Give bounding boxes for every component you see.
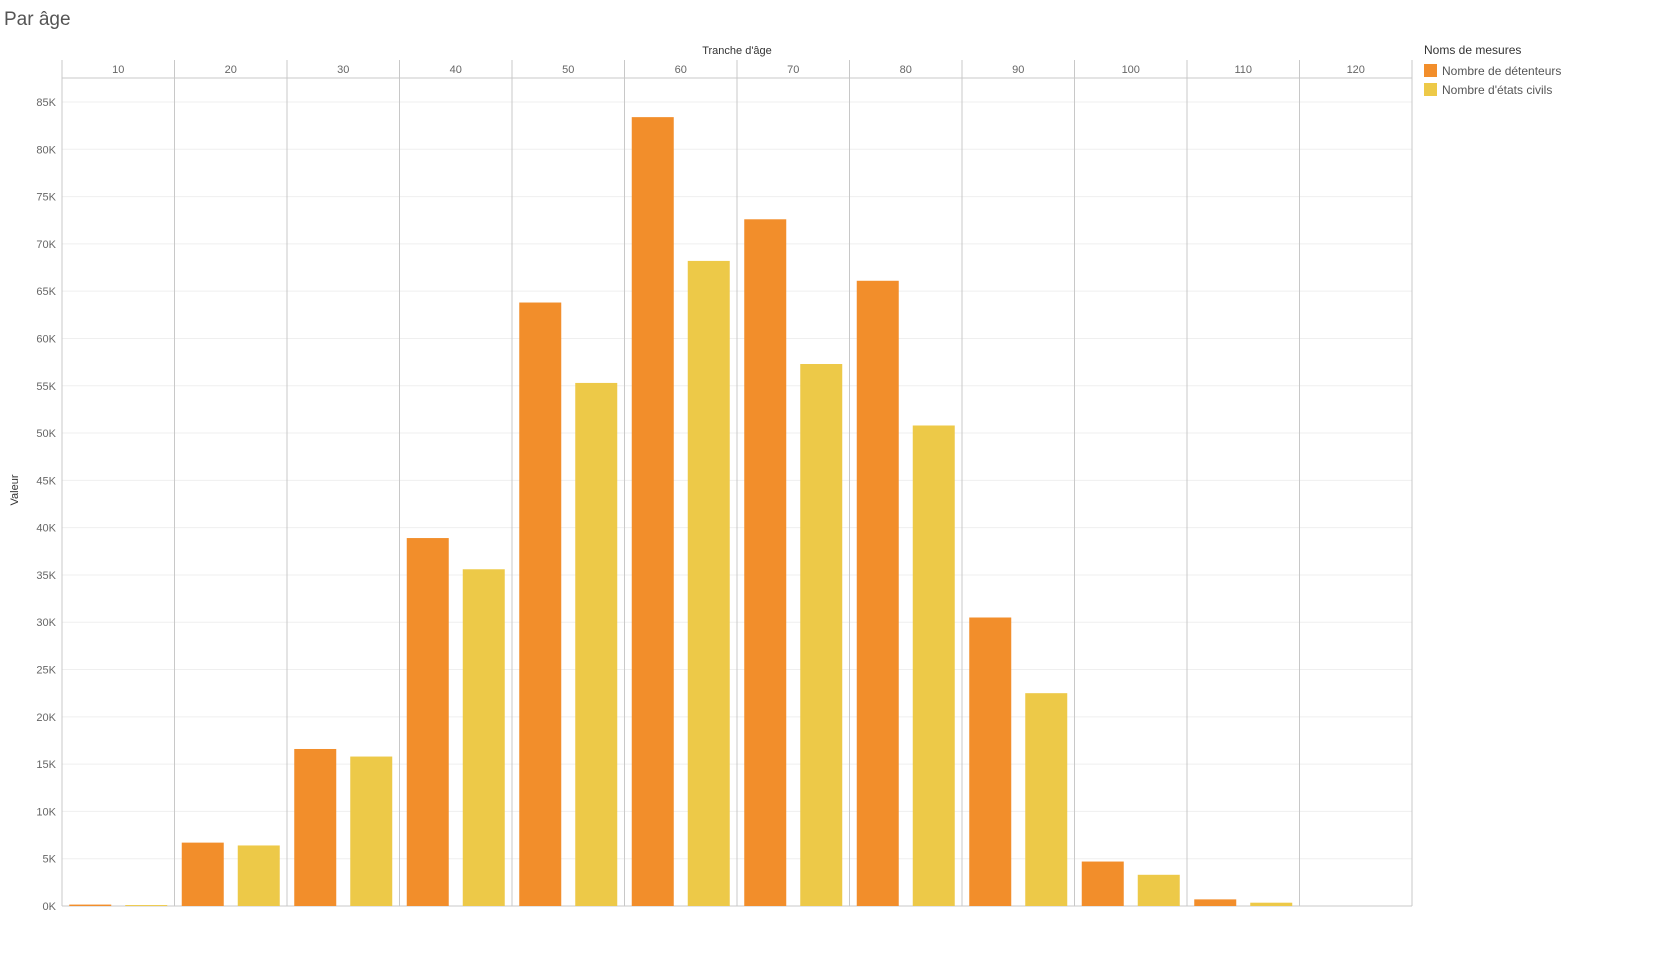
bar-etats-civils-30: [350, 756, 393, 906]
y-tick-label: 30K: [36, 617, 56, 629]
y-tick-label: 10K: [36, 806, 56, 818]
y-tick-label: 0K: [43, 901, 57, 913]
y-tick-label: 40K: [36, 523, 56, 535]
bar-detenteurs-10: [69, 904, 112, 906]
bar-chart: 0K 5K 10K 15K 20K 25K 30K 35K 40K 45K 50K 55K 60K 65K…: [9, 45, 1413, 913]
legend-item-etats-civils[interactable]: Nombre d'états civils: [1424, 80, 1561, 99]
bar-etats-civils-20: [237, 845, 280, 906]
chart-title: Par âge: [4, 9, 71, 30]
x-tick-label: 70: [787, 64, 799, 76]
panel-dividers: [61, 60, 1413, 907]
legend[interactable]: Noms de mesures Nombre de détenteurs Nom…: [1424, 43, 1561, 99]
x-axis-title: Tranche d'âge: [702, 45, 772, 57]
y-tick-label: 15K: [36, 759, 56, 771]
bar-etats-civils-10: [125, 905, 168, 906]
y-tick-label: 45K: [36, 475, 56, 487]
bar-detenteurs-60: [631, 117, 674, 907]
bar-etats-civils-40: [462, 569, 505, 906]
y-axis-title: Valeur: [9, 474, 21, 505]
bar-detenteurs-80: [856, 280, 899, 907]
y-tick-label: 25K: [36, 665, 56, 677]
y-tick-label: 75K: [36, 192, 56, 204]
x-tick-label: 80: [900, 64, 912, 76]
y-tick-label: 70K: [36, 239, 56, 251]
x-tick-label: 100: [1122, 64, 1140, 76]
x-tick-label: 60: [675, 64, 687, 76]
bar-etats-civils-50: [575, 382, 618, 906]
bar-detenteurs-20: [181, 842, 224, 906]
x-tick-label: 40: [450, 64, 462, 76]
bar-detenteurs-40: [406, 538, 449, 906]
legend-swatch-detenteurs: [1424, 64, 1437, 77]
bar-etats-civils-110: [1250, 902, 1293, 906]
bar-detenteurs-30: [294, 748, 337, 906]
y-tick-label: 55K: [36, 381, 56, 393]
y-tick-label: 35K: [36, 570, 56, 582]
bars: [69, 117, 1293, 907]
x-tick-label: 110: [1234, 64, 1252, 76]
y-tick-label: 85K: [36, 97, 56, 109]
bar-etats-civils-80: [912, 425, 955, 906]
bar-detenteurs-110: [1194, 899, 1237, 906]
y-tick-label: 5K: [43, 854, 57, 866]
bar-etats-civils-90: [1025, 693, 1068, 906]
bar-detenteurs-50: [519, 302, 562, 906]
y-tick-label: 65K: [36, 286, 56, 298]
bar-detenteurs-100: [1081, 861, 1124, 906]
bar-etats-civils-60: [687, 260, 730, 907]
legend-title: Noms de mesures: [1424, 43, 1522, 57]
bar-etats-civils-70: [800, 364, 843, 906]
bar-etats-civils-100: [1137, 874, 1180, 906]
x-tick-label: 120: [1347, 64, 1365, 76]
legend-label-etats-civils: Nombre d'états civils: [1442, 82, 1553, 97]
legend-label-detenteurs: Nombre de détenteurs: [1442, 63, 1562, 78]
x-axis: 10 20 30 40 50 60 70 80 90 100 110 120: [112, 64, 1365, 76]
legend-swatch-etats-civils: [1424, 83, 1437, 96]
x-tick-label: 30: [337, 64, 349, 76]
bar-detenteurs-70: [744, 219, 787, 906]
x-tick-label: 50: [562, 64, 574, 76]
y-tick-label: 20K: [36, 712, 56, 724]
y-axis: 0K 5K 10K 15K 20K 25K 30K 35K 40K 45K 50K 55K 60K 65K…: [36, 97, 56, 913]
x-tick-label: 90: [1012, 64, 1024, 76]
x-tick-label: 10: [112, 64, 124, 76]
legend-item-detenteurs[interactable]: Nombre de détenteurs: [1424, 61, 1561, 80]
y-tick-label: 80K: [36, 144, 56, 156]
y-tick-label: 60K: [36, 333, 56, 345]
bar-detenteurs-90: [969, 617, 1012, 906]
y-tick-label: 50K: [36, 428, 56, 440]
x-tick-label: 20: [225, 64, 237, 76]
